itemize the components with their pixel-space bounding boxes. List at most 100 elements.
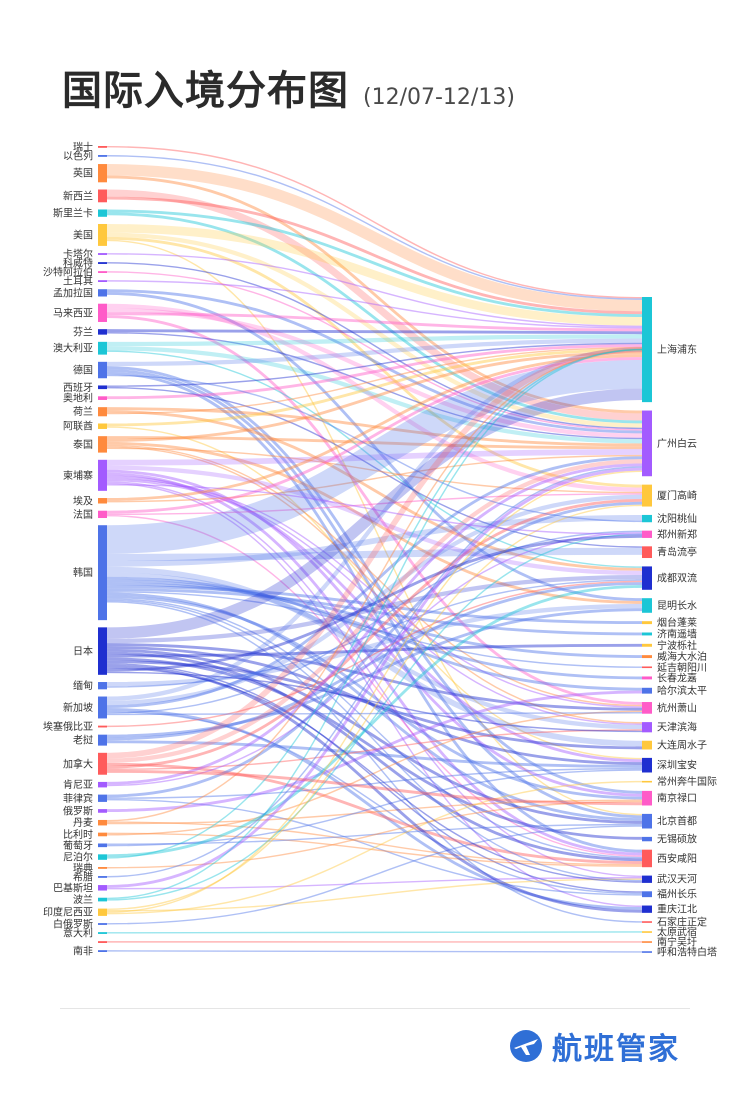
target-label: 石家庄正定 [657, 916, 707, 929]
target-node [642, 687, 652, 694]
target-label: 西安咸阳 [657, 852, 697, 865]
sankey-link [106, 950, 643, 953]
target-label: 上海浦东 [657, 343, 697, 356]
target-node [642, 849, 652, 868]
sankey-link [106, 800, 643, 869]
sankey-link [106, 878, 643, 912]
sankey-link [106, 710, 643, 895]
target-label: 厦门高崎 [657, 489, 697, 502]
sankey-link [106, 175, 643, 414]
source-label: 法国 [73, 508, 93, 521]
source-node [98, 854, 107, 860]
sankey-link [106, 359, 643, 554]
sankey-link [106, 449, 643, 466]
target-label: 福州长乐 [657, 888, 697, 901]
source-node [98, 498, 107, 504]
plane-logo-icon [510, 1030, 542, 1062]
sankey-link [106, 463, 643, 785]
target-node [642, 931, 652, 933]
sankey-link [106, 253, 643, 328]
nodes-group: 瑞士以色列英国新西兰斯里兰卡美国卡塔尔科威特沙特阿拉伯土耳其孟加拉国马来西亚芬兰… [43, 140, 717, 958]
sankey-link [106, 289, 643, 434]
sankey-link [106, 315, 643, 705]
sankey-link [106, 357, 643, 514]
source-label: 加拿大 [63, 757, 93, 770]
sankey-link [106, 444, 643, 707]
source-label: 孟加拉国 [53, 286, 93, 299]
target-node [642, 546, 652, 559]
source-node [98, 525, 107, 621]
target-label: 延吉朝阳川 [657, 662, 707, 674]
source-node [98, 781, 107, 788]
sankey-link [106, 368, 643, 819]
source-label: 柬埔寨 [63, 469, 93, 482]
sankey-link [106, 798, 643, 896]
sankey-link [106, 479, 643, 725]
sankey-link [106, 481, 643, 878]
target-node [642, 666, 652, 669]
target-node [642, 297, 652, 403]
sankey-link [106, 603, 643, 687]
source-label: 肯尼亚 [63, 778, 93, 791]
sankey-link [106, 598, 643, 859]
source-label: 丹麦 [73, 817, 93, 829]
sankey-link [106, 710, 643, 836]
target-node [642, 598, 652, 613]
sankey-link [106, 371, 643, 853]
sankey-link [106, 347, 643, 415]
target-label: 威海大水泊 [657, 650, 707, 663]
sankey-link [106, 338, 643, 367]
sankey-link [106, 660, 643, 750]
sankey-link [106, 534, 643, 672]
target-node [642, 905, 652, 913]
sankey-link [106, 799, 643, 825]
source-node [98, 843, 107, 848]
sankey-link [106, 821, 643, 866]
source-label: 奥地利 [63, 392, 93, 405]
sankey-link [106, 482, 643, 907]
sankey-link [106, 239, 643, 816]
target-label: 大连周水子 [657, 739, 707, 752]
source-label: 白俄罗斯 [53, 918, 93, 931]
target-node [642, 891, 652, 898]
target-node [642, 632, 652, 636]
sankey-link [106, 366, 643, 794]
target-label: 深圳宝安 [657, 759, 697, 772]
sankey-link [106, 712, 643, 716]
target-node [642, 702, 652, 714]
source-label: 新西兰 [63, 189, 93, 202]
sankey-link [106, 931, 643, 934]
sankey-chart: 瑞士以色列英国新西兰斯里兰卡美国卡塔尔科威特沙特阿拉伯土耳其孟加拉国马来西亚芬兰… [43, 140, 717, 958]
source-label: 泰国 [73, 438, 93, 451]
sankey-link [106, 346, 643, 444]
target-node [642, 410, 652, 477]
source-node [98, 932, 107, 934]
sankey-link [106, 262, 643, 430]
target-node [642, 757, 652, 773]
source-node [98, 209, 107, 217]
target-node [642, 530, 652, 538]
source-node [98, 819, 107, 826]
source-node [98, 510, 107, 519]
source-label: 美国 [73, 228, 93, 241]
source-node [98, 146, 107, 148]
sankey-link [106, 832, 643, 867]
sankey-link [106, 447, 643, 494]
sankey-link [106, 465, 643, 576]
sankey-link [106, 407, 643, 447]
source-label: 卡塔尔 [63, 248, 93, 261]
target-label: 青岛流亭 [657, 546, 697, 559]
source-node [98, 271, 107, 273]
source-node [98, 262, 107, 264]
sankey-link [106, 657, 643, 840]
source-label: 新加坡 [63, 701, 93, 714]
source-node [98, 794, 107, 802]
source-node [98, 407, 107, 417]
sankey-link [106, 164, 643, 312]
sankey-link [106, 469, 643, 797]
source-label: 英国 [73, 167, 93, 180]
target-node [642, 780, 652, 783]
source-node [98, 832, 107, 837]
sankey-link [106, 592, 643, 822]
sankey-link [106, 595, 643, 800]
